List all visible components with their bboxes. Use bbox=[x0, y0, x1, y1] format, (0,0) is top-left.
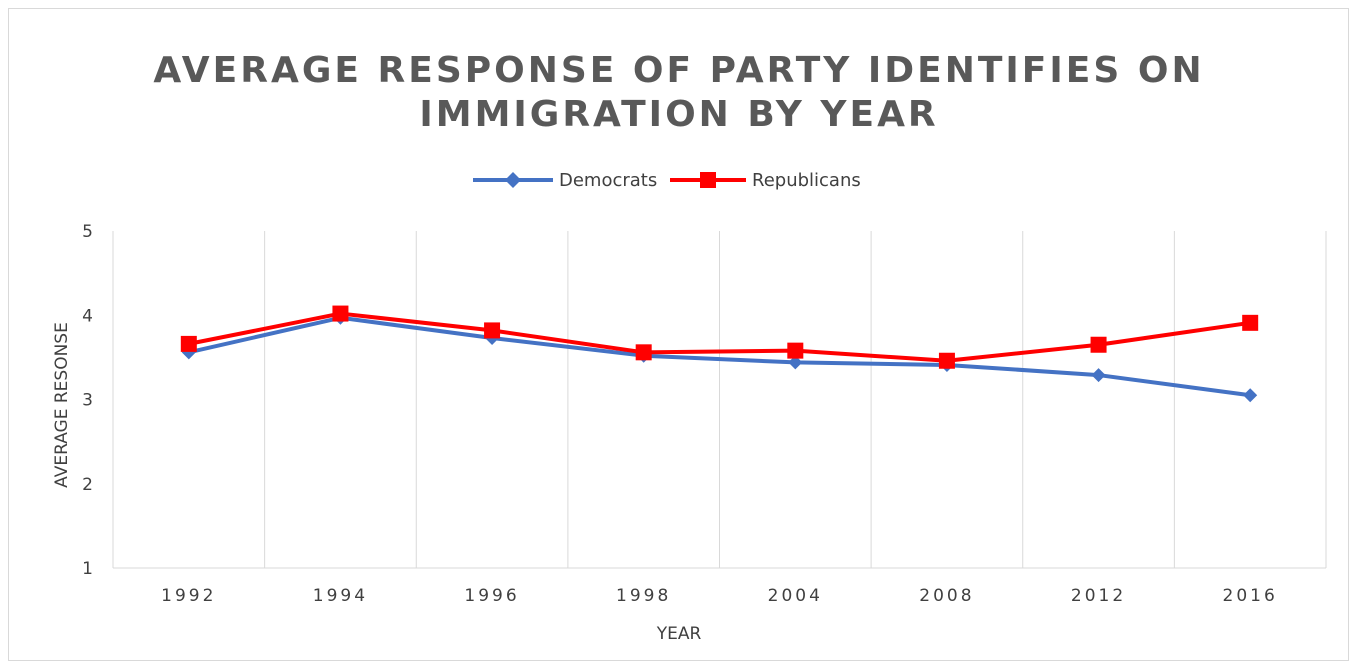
y-tick-label: 2 bbox=[82, 475, 93, 495]
x-axis-title: YEAR bbox=[656, 624, 702, 644]
data-point-republicans bbox=[787, 342, 804, 359]
chart-area: AVERAGE RESPONSE OF PARTY IDENTIFIES ON … bbox=[8, 8, 1349, 661]
y-tick-label: 4 bbox=[82, 306, 93, 326]
y-tick-label: 1 bbox=[82, 559, 93, 579]
data-point-republicans bbox=[938, 352, 955, 369]
data-point-republicans bbox=[635, 344, 652, 361]
data-point-republicans bbox=[1242, 314, 1259, 331]
legend-item-democrats: Democrats bbox=[473, 170, 657, 191]
y-tick-label: 3 bbox=[82, 391, 93, 411]
gridlines bbox=[112, 231, 1327, 568]
y-axis-title: AVERAGE RESONSE bbox=[52, 322, 72, 488]
chart-title-line-2: IMMIGRATION BY YEAR bbox=[419, 94, 938, 135]
data-point-republicans bbox=[332, 305, 349, 322]
legend-label-democrats: Democrats bbox=[559, 170, 657, 191]
legend-item-republicans: Republicans bbox=[670, 170, 861, 191]
legend-label-republicans: Republicans bbox=[752, 170, 861, 191]
legend-diamond-icon bbox=[505, 172, 521, 188]
x-tick-label: 1994 bbox=[313, 586, 368, 606]
data-point-republicans bbox=[180, 335, 197, 352]
series-line-democrats bbox=[188, 315, 1251, 398]
chart-title-line-1: AVERAGE RESPONSE OF PARTY IDENTIFIES ON bbox=[153, 50, 1204, 91]
data-point-republicans bbox=[1090, 336, 1107, 353]
y-tick-label: 5 bbox=[82, 222, 93, 242]
series-line-republicans bbox=[188, 311, 1251, 363]
x-tick-label: 2016 bbox=[1223, 586, 1278, 606]
x-tick-label: 2008 bbox=[919, 586, 974, 606]
line-chart: AVERAGE RESPONSE OF PARTY IDENTIFIES ON … bbox=[52, 50, 1327, 644]
x-tick-label: 1998 bbox=[616, 586, 671, 606]
data-point-democrats bbox=[1243, 388, 1258, 403]
legend-square-icon bbox=[700, 172, 716, 188]
x-tick-label: 1996 bbox=[464, 586, 519, 606]
data-point-republicans bbox=[484, 322, 501, 339]
x-tick-label: 1992 bbox=[161, 586, 216, 606]
chart-title: AVERAGE RESPONSE OF PARTY IDENTIFIES ON … bbox=[153, 50, 1204, 135]
legend: Democrats Republicans bbox=[473, 170, 861, 191]
series bbox=[180, 305, 1259, 403]
data-point-democrats bbox=[788, 355, 803, 370]
axes: 1 2 3 4 5 1992 1994 1996 1998 2004 2008 2012 2016 bbox=[82, 222, 1326, 606]
series-republicans bbox=[180, 305, 1259, 369]
x-tick-label: 2012 bbox=[1071, 586, 1126, 606]
x-tick-label: 2004 bbox=[768, 586, 823, 606]
data-point-democrats bbox=[1091, 368, 1106, 383]
